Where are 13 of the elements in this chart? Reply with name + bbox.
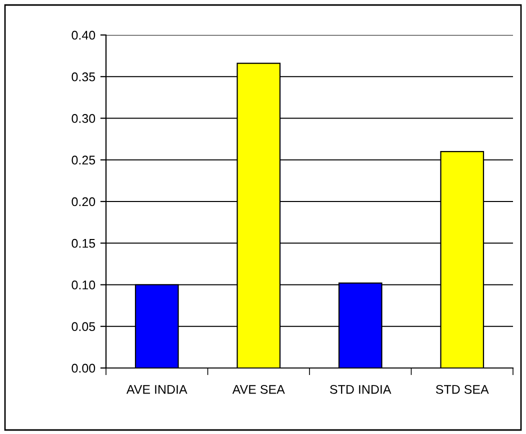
y-tick-label: 0.25	[72, 156, 96, 165]
y-tick-label: 0.00	[72, 364, 96, 373]
y-tick-label: 0.15	[72, 238, 96, 248]
y-tick-label: 0.35	[72, 72, 96, 82]
x-tick-label: STD SEA	[436, 384, 489, 394]
x-tick-label: AVE SEA	[232, 384, 285, 394]
y-tick-label: 0.40	[72, 30, 96, 40]
y-tick-label: 0.10	[72, 280, 96, 290]
y-tick-label: 0.05	[72, 322, 96, 332]
x-tick-label: STD INDIA	[330, 384, 392, 394]
y-tick-label: 0.20	[72, 197, 96, 206]
x-tick-label: AVE INDIA	[126, 385, 188, 394]
y-tick-label: 0.30	[72, 114, 96, 123]
